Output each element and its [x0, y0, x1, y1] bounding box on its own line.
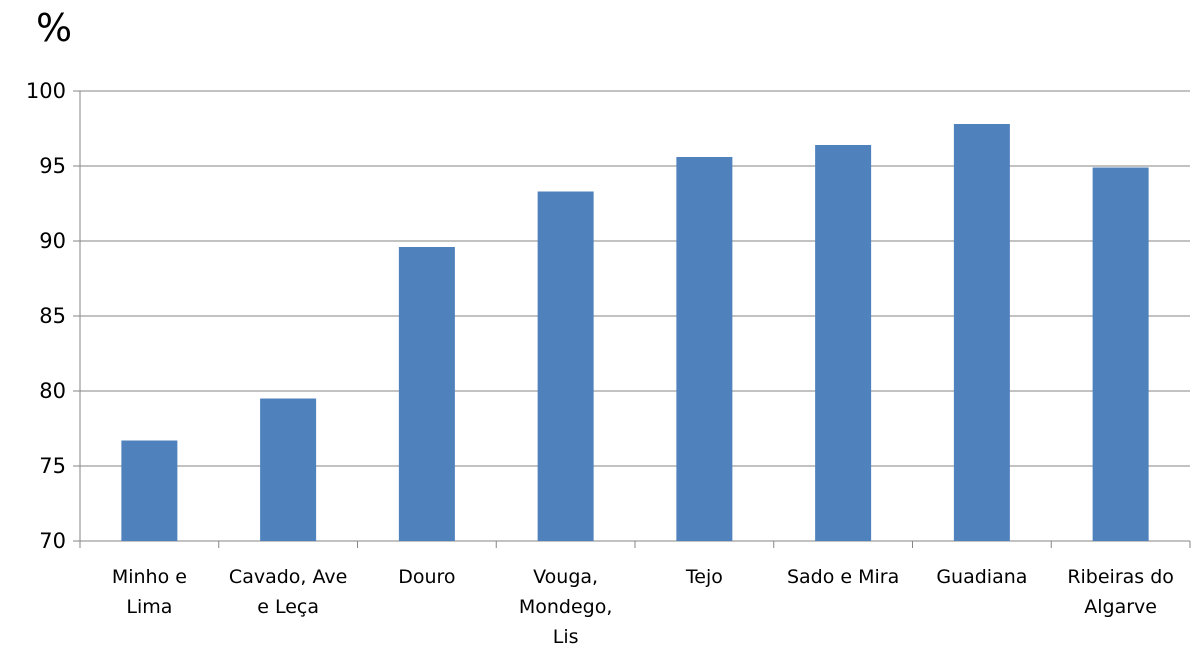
bar [260, 398, 317, 541]
x-category-label: Douro [398, 566, 455, 588]
x-category-label: Guadiana [936, 566, 1027, 588]
bar [398, 247, 455, 541]
bar [815, 145, 872, 541]
x-category-label: Vouga, [533, 566, 598, 588]
x-category-label: e Leça [257, 596, 319, 618]
x-category-label: Sado e Mira [787, 566, 899, 588]
y-tick-label: 75 [39, 454, 66, 478]
y-tick-label: 95 [39, 154, 66, 178]
y-tick-label: 85 [39, 304, 66, 328]
y-unit-label: % [36, 6, 73, 50]
bar [121, 440, 178, 541]
y-tick-label: 90 [39, 229, 66, 253]
x-category-label: Cavado, Ave [229, 566, 347, 588]
x-category-label: Lis [553, 626, 579, 648]
x-category-label: Ribeiras do [1067, 566, 1174, 588]
bar [1092, 167, 1149, 541]
bar [676, 157, 733, 541]
bar [537, 191, 594, 541]
x-category-label: Minho e [112, 566, 187, 588]
x-category-label: Mondego, [519, 596, 613, 618]
y-tick-label: 100 [26, 79, 66, 103]
bar [953, 124, 1010, 541]
x-category-label: Tejo [685, 566, 723, 588]
x-category-label: Algarve [1084, 596, 1157, 618]
y-tick-label: 70 [39, 529, 66, 553]
x-category-label: Lima [126, 596, 172, 618]
y-tick-label: 80 [39, 379, 66, 403]
